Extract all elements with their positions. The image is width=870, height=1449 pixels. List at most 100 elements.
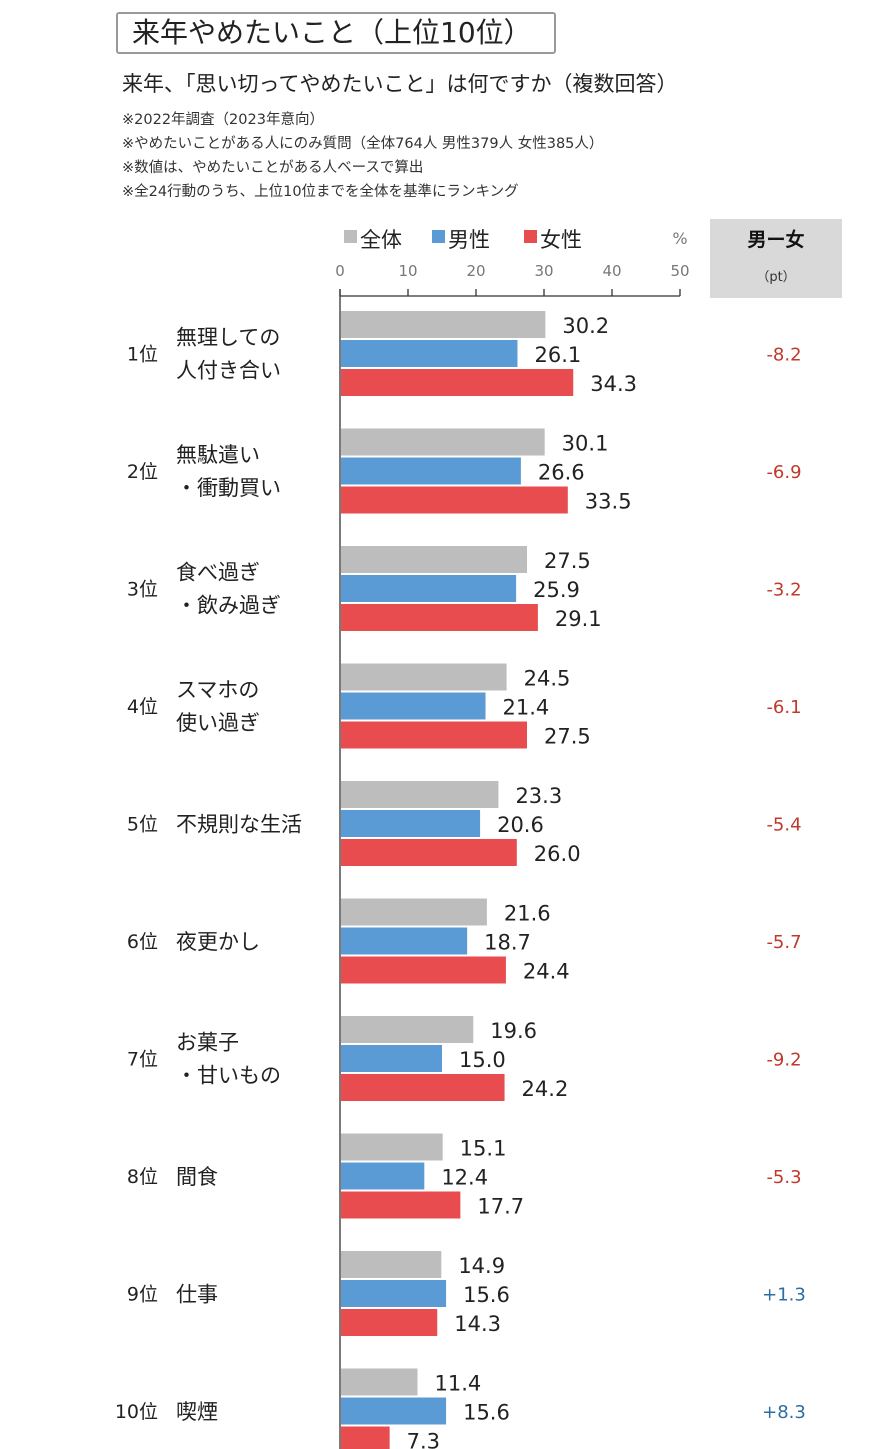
rank-label-4: 4位 (127, 696, 158, 718)
bar-10-2 (341, 1397, 447, 1425)
bar-value-1-2: 26.1 (534, 343, 581, 367)
bar-value-2-2: 26.6 (538, 461, 585, 485)
bar-value-3-1: 27.5 (544, 549, 591, 573)
bar-value-1-3: 34.3 (590, 372, 637, 396)
bar-value-4-3: 27.5 (544, 725, 591, 749)
x-tick-label-20: 20 (466, 262, 485, 280)
bar-value-10-1: 11.4 (435, 1372, 482, 1396)
diff-value-5: -5.4 (766, 815, 801, 836)
bar-value-10-2: 15.6 (463, 1401, 510, 1425)
legend-label-1: 全体 (360, 228, 402, 252)
legend-swatch-1 (344, 230, 357, 243)
bar-value-4-2: 21.4 (503, 696, 550, 720)
bar-2-2 (341, 457, 521, 485)
bar-value-10-3: 7.3 (407, 1430, 440, 1449)
category-label-3-line1: 食べ過ぎ (176, 561, 260, 585)
category-label-2-line2: ・衝動買い (176, 476, 281, 500)
category-label-4-line2: 使い過ぎ (176, 711, 260, 735)
rank-label-7: 7位 (127, 1049, 158, 1071)
diff-header-label: 男ー女 (747, 228, 804, 251)
x-tick-label-40: 40 (602, 262, 621, 280)
rank-label-1: 1位 (127, 344, 158, 366)
bar-value-8-3: 17.7 (477, 1195, 524, 1219)
diff-header-box (710, 219, 842, 298)
bar-5-1 (341, 781, 499, 808)
bar-value-7-2: 15.0 (459, 1048, 506, 1072)
bar-2-3 (341, 486, 568, 514)
bar-value-4-1: 24.5 (524, 667, 571, 691)
x-tick-label-30: 30 (534, 262, 553, 280)
bar-value-8-1: 15.1 (460, 1137, 507, 1161)
bar-value-2-1: 30.1 (562, 432, 609, 456)
rank-label-5: 5位 (127, 814, 158, 836)
bar-8-2 (341, 1162, 425, 1190)
bar-value-3-3: 29.1 (555, 607, 602, 631)
bar-value-5-3: 26.0 (534, 842, 581, 866)
bar-value-2-3: 33.5 (585, 490, 632, 514)
bar-7-2 (341, 1045, 442, 1072)
diff-value-9: +1.3 (762, 1285, 806, 1306)
bar-3-2 (341, 575, 517, 602)
bar-2-1 (341, 428, 545, 456)
diff-value-4: -6.1 (766, 697, 801, 718)
category-label-2-line1: 無駄遣い (176, 443, 260, 467)
category-label-1-line1: 無理しての (176, 326, 280, 350)
bar-value-3-2: 25.9 (533, 578, 580, 602)
diff-value-10: +8.3 (762, 1402, 806, 1423)
chart-subtitle: 来年、「思い切ってやめたいこと」は何ですか（複数回答） (122, 72, 678, 96)
category-label-9: 仕事 (176, 1283, 218, 1307)
bar-9-1 (341, 1251, 442, 1278)
bar-value-9-3: 14.3 (454, 1312, 501, 1336)
note-survey-year: ※2022年調査（2023年意向） (122, 112, 324, 128)
diff-header-unit: （pt） (756, 270, 795, 285)
rank-label-9: 9位 (127, 1284, 158, 1306)
diff-value-6: -5.7 (766, 932, 801, 953)
bar-8-1 (341, 1133, 443, 1161)
category-label-1-line2: 人付き合い (176, 359, 281, 383)
category-label-4-line1: スマホの (176, 678, 259, 702)
bar-6-2 (341, 927, 468, 955)
legend-swatch-2 (432, 230, 445, 243)
diff-value-7: -9.2 (766, 1050, 801, 1071)
bar-10-3 (341, 1426, 390, 1449)
rank-label-6: 6位 (127, 931, 158, 953)
rank-label-10: 10位 (115, 1401, 158, 1423)
bar-4-1 (341, 663, 507, 691)
bar-value-9-2: 15.6 (463, 1283, 510, 1307)
bar-value-9-1: 14.9 (458, 1254, 505, 1278)
bar-5-2 (341, 810, 481, 837)
bar-7-3 (341, 1074, 505, 1101)
bar-5-3 (341, 839, 517, 866)
bar-value-5-2: 20.6 (497, 813, 544, 837)
rank-label-3: 3位 (127, 579, 158, 601)
diff-value-3: -3.2 (766, 580, 801, 601)
axis-unit-label: % (672, 229, 687, 248)
bar-1-3 (341, 369, 574, 396)
bar-10-1 (341, 1368, 418, 1396)
bar-4-3 (341, 721, 527, 749)
rank-label-2: 2位 (127, 461, 158, 483)
bar-1-2 (341, 340, 518, 367)
bar-4-2 (341, 692, 486, 720)
bar-1-1 (341, 311, 546, 338)
diff-value-2: -6.9 (766, 462, 801, 483)
bar-3-3 (341, 604, 538, 631)
bar-8-3 (341, 1191, 461, 1219)
legend-label-2: 男性 (448, 228, 490, 252)
chart-title: 来年やめたいこと（上位10位） (116, 12, 556, 54)
bar-value-8-2: 12.4 (441, 1166, 488, 1190)
bar-value-7-1: 19.6 (490, 1019, 537, 1043)
category-label-6: 夜更かし (176, 930, 260, 954)
diff-value-8: -5.3 (766, 1167, 801, 1188)
category-label-8: 間食 (176, 1165, 218, 1189)
bar-6-3 (341, 956, 506, 984)
bar-value-7-3: 24.2 (522, 1077, 569, 1101)
note-basis: ※数値は、やめたいことがある人ベースで算出 (122, 160, 424, 176)
rank-label-8: 8位 (127, 1166, 158, 1188)
note-ranking: ※全24行動のうち、上位10位までを全体を基準にランキング (122, 184, 519, 200)
legend-swatch-3 (524, 230, 537, 243)
bar-9-2 (341, 1280, 447, 1307)
bar-value-5-1: 23.3 (515, 784, 562, 808)
category-label-10: 喫煙 (176, 1400, 218, 1424)
